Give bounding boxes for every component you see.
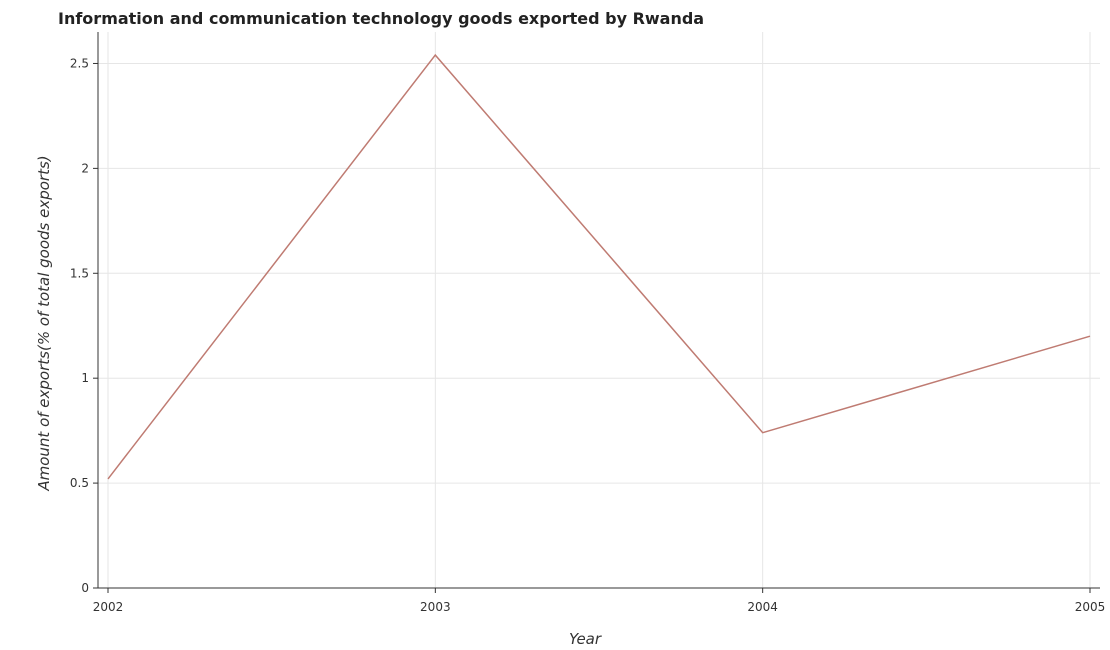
x-tick-label: 2004 bbox=[747, 600, 778, 614]
series-line bbox=[107, 53, 1091, 480]
x-tick-label: 2005 bbox=[1075, 600, 1106, 614]
y-tick-label: 0 bbox=[81, 581, 89, 595]
x-axis-label: Year bbox=[569, 630, 602, 648]
y-tick-label: 0.5 bbox=[70, 476, 89, 490]
chart-title: Information and communication technology… bbox=[58, 9, 704, 28]
grid-layer bbox=[98, 32, 1100, 589]
x-tick-label: 2003 bbox=[420, 600, 451, 614]
x-tick-label: 2002 bbox=[93, 600, 124, 614]
tick-layer: 0 0.5 1 1.5 2 2.5 2002 2003 2004 2005 bbox=[70, 56, 1105, 614]
axis-layer bbox=[93, 32, 1100, 593]
series-layer bbox=[107, 53, 1091, 480]
y-tick-label: 1.5 bbox=[70, 266, 89, 280]
y-axis-label: Amount of exports(% of total goods expor… bbox=[35, 155, 53, 491]
y-tick-label: 1 bbox=[81, 371, 89, 385]
y-tick-label: 2.5 bbox=[70, 56, 89, 70]
y-tick-label: 2 bbox=[81, 161, 89, 175]
